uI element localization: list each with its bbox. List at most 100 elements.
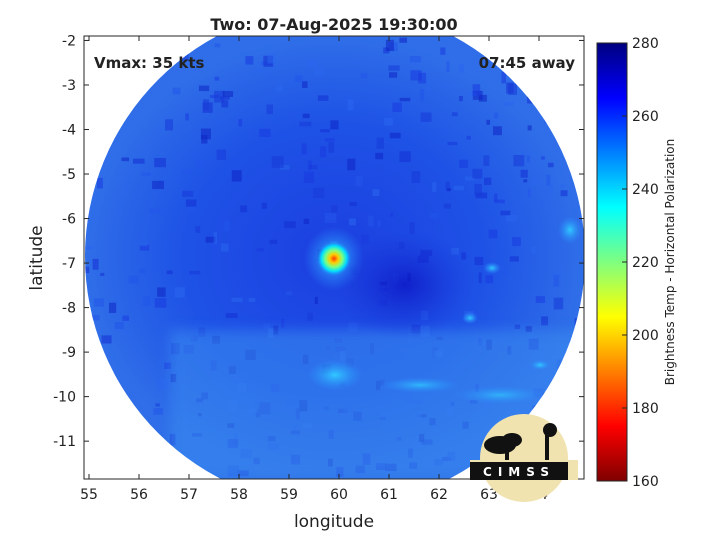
swath-pixel (185, 199, 197, 207)
swath-pixel (447, 188, 452, 192)
swath-pixel (451, 112, 458, 117)
x-tick-label: 56 (130, 487, 148, 503)
swath-pixel (216, 149, 227, 160)
swath-pixel (256, 247, 264, 252)
swath-pixel (121, 157, 130, 162)
x-tick-label: 60 (330, 487, 348, 503)
swath-pixel (549, 183, 553, 194)
colorbar-tick-label: 200 (632, 328, 659, 344)
swath-pixel (164, 362, 172, 369)
swath-pixel (347, 99, 354, 111)
swath-pixel (429, 213, 439, 219)
swath-pixel (527, 188, 531, 198)
swath-pixel (324, 212, 337, 223)
swath-pixel (474, 178, 481, 185)
swath-pixel (523, 179, 528, 183)
swath-pixel (306, 60, 318, 68)
swath-pixel (240, 205, 248, 213)
swath-pixel (101, 335, 112, 344)
swath-pixel (302, 81, 308, 88)
y-tick-label: -9 (62, 345, 76, 361)
swath-pixel (201, 134, 208, 144)
swath-pixel (166, 270, 173, 275)
swath-pixel (541, 316, 549, 326)
swath-pixel (483, 155, 490, 167)
x-tick-label: 57 (180, 487, 198, 503)
swath-pixel (527, 125, 532, 131)
swath-pixel (149, 208, 161, 214)
swath-pixel (157, 287, 166, 297)
swath-pixel (419, 88, 425, 101)
swath-pixel (472, 168, 483, 179)
swath-pixel (203, 99, 210, 110)
swath-pixel (389, 72, 398, 78)
swath-pixel (485, 275, 494, 284)
swath-pixel (385, 39, 394, 52)
swath-pixel (392, 102, 402, 112)
swath-pixel (425, 82, 431, 92)
swath-pixel (220, 243, 229, 252)
cyan-rainband (530, 360, 550, 370)
swath-pixel (317, 95, 329, 101)
swath-pixel (231, 297, 243, 303)
swath-pixel (303, 171, 315, 183)
swath-pixel (198, 85, 210, 92)
swath-pixel (360, 73, 368, 79)
colorbar-tick-label: 280 (632, 36, 659, 52)
swath-pixel (361, 234, 369, 244)
cyan-rainband (462, 312, 478, 324)
swath-pixel (142, 296, 151, 307)
swath-pixel (303, 218, 310, 225)
swath-pixel (222, 91, 234, 97)
swath-pixel (93, 298, 105, 307)
y-tick-label: -2 (62, 33, 76, 49)
swath-pixel (205, 236, 216, 243)
swath-pixel (348, 218, 356, 226)
swath-pixel (410, 70, 422, 81)
swath-pixel (308, 160, 312, 171)
swath-pixel (85, 266, 90, 274)
y-tick-label: -10 (53, 390, 76, 406)
x-tick-label: 55 (80, 487, 98, 503)
swath-pixel (257, 69, 265, 73)
swath-pixel (560, 190, 568, 197)
swath-pixel (139, 242, 148, 247)
swath-pixel (128, 275, 140, 284)
swath-pixel (453, 185, 464, 191)
swath-pixel (185, 113, 189, 121)
swath-pixel (501, 71, 507, 84)
swath-pixel (153, 407, 164, 415)
swath-pixel (219, 96, 230, 100)
swath-pixel (546, 174, 551, 186)
cimss-logo-text: CIMSS (483, 465, 555, 479)
swath-pixel (100, 272, 105, 277)
y-tick-label: -5 (62, 167, 76, 183)
colorbar-tick-label: 160 (632, 474, 659, 490)
swath-pixel (294, 75, 303, 83)
swath-pixel (503, 269, 507, 277)
swath-pixel (411, 171, 421, 183)
cyan-rainband (558, 216, 582, 244)
swath-pixel (308, 165, 318, 170)
colorbar-tick-label: 260 (632, 109, 659, 125)
swath-pixel (466, 135, 471, 140)
cyan-rainband (483, 262, 501, 274)
colorbar-tick-label: 220 (632, 255, 659, 271)
swath-pixel (152, 180, 164, 190)
swath-pixel (399, 37, 408, 43)
swath-pixel (141, 172, 151, 176)
swath-pixel (313, 187, 325, 198)
swath-pixel (399, 97, 411, 102)
swath-pixel (503, 101, 514, 106)
swath-pixel (324, 138, 335, 142)
swath-pixel (174, 287, 185, 298)
swath-pixel (266, 104, 273, 115)
swath-pixel (530, 178, 538, 186)
swath-pixel (531, 246, 537, 254)
swath-pixel (214, 76, 220, 81)
swath-pixel (494, 193, 498, 202)
swath-pixel (154, 298, 167, 308)
swath-pixel (259, 128, 271, 137)
swath-pixel (443, 203, 452, 209)
x-axis-label: longitude (294, 512, 374, 532)
